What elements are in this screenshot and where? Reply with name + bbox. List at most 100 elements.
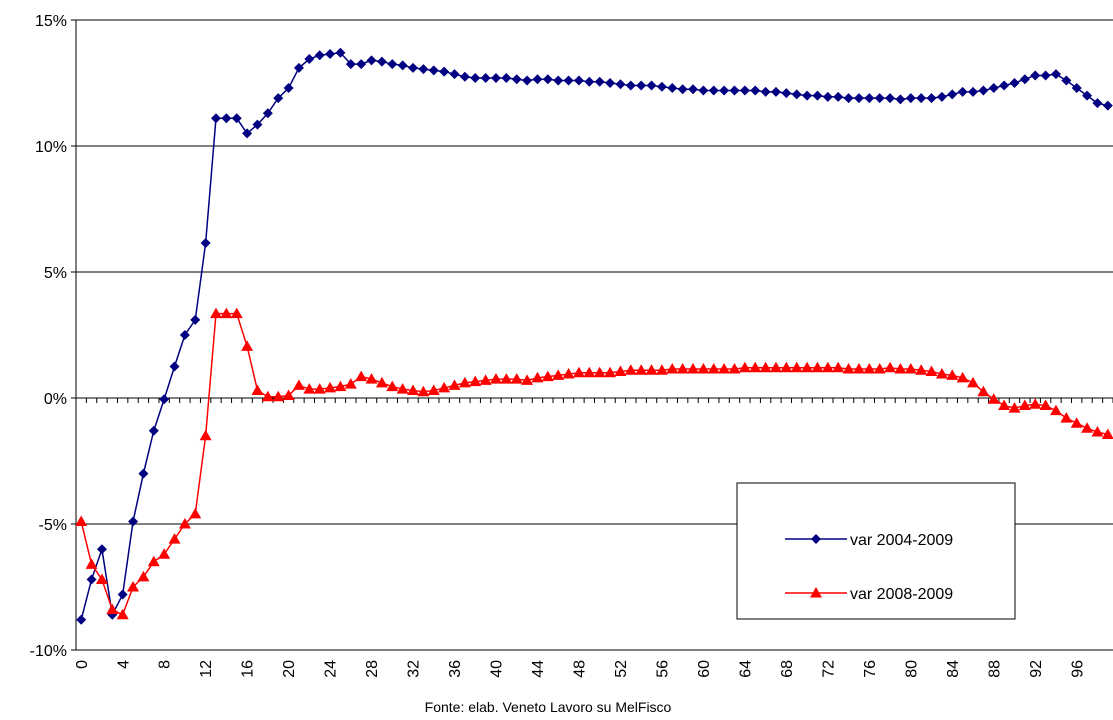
data-point xyxy=(605,78,616,88)
data-point xyxy=(304,54,315,65)
data-point xyxy=(292,379,305,390)
series-1 xyxy=(76,47,1113,625)
data-point xyxy=(821,361,834,373)
data-point xyxy=(552,369,565,380)
data-point xyxy=(500,373,513,384)
data-point xyxy=(666,363,679,374)
data-point xyxy=(1009,78,1020,88)
data-point xyxy=(1030,70,1041,81)
data-point xyxy=(261,390,274,402)
data-point xyxy=(687,363,700,374)
data-point xyxy=(190,314,201,325)
x-tick-label: 96 xyxy=(1069,660,1086,678)
data-point xyxy=(832,361,845,373)
data-point xyxy=(345,59,356,70)
data-point xyxy=(230,307,243,319)
data-point xyxy=(894,363,907,374)
data-point xyxy=(988,83,999,94)
data-point xyxy=(646,80,657,91)
data-point xyxy=(137,570,150,582)
data-point xyxy=(439,66,450,77)
x-tick-label: 20 xyxy=(281,660,298,678)
data-point xyxy=(749,361,762,373)
x-tick-label: 40 xyxy=(489,660,506,678)
data-point xyxy=(148,425,159,436)
data-point xyxy=(96,544,107,555)
data-point xyxy=(335,47,346,58)
data-point xyxy=(884,361,897,373)
data-point xyxy=(770,86,781,97)
series-line xyxy=(80,51,1108,620)
x-tick-label: 8 xyxy=(157,660,174,669)
data-point xyxy=(1040,70,1051,81)
data-point xyxy=(926,93,937,104)
data-point xyxy=(572,366,585,378)
data-point xyxy=(739,85,750,96)
source-note: Fonte: elab. Veneto Lavoro su MelFisco xyxy=(425,699,672,715)
x-tick-label: 72 xyxy=(820,660,837,678)
data-point xyxy=(293,62,304,73)
x-tick-label: 16 xyxy=(240,660,257,678)
data-point xyxy=(521,374,534,385)
data-point xyxy=(573,75,584,86)
data-point xyxy=(904,363,917,374)
data-point xyxy=(127,581,140,592)
data-point xyxy=(624,364,637,375)
data-point xyxy=(356,59,367,70)
data-point xyxy=(303,383,316,394)
data-point xyxy=(334,380,347,392)
data-point xyxy=(978,85,989,96)
data-point xyxy=(790,361,803,373)
x-tick-label: 24 xyxy=(323,660,340,678)
data-point xyxy=(522,75,533,86)
data-point xyxy=(769,361,782,373)
data-point xyxy=(375,376,388,388)
data-point xyxy=(490,72,501,83)
data-point xyxy=(407,384,420,395)
x-tick-label: 52 xyxy=(613,660,630,678)
data-point xyxy=(221,113,232,124)
x-tick-label: 56 xyxy=(655,660,672,678)
data-point xyxy=(967,376,980,388)
x-tick-label: 4 xyxy=(115,660,132,669)
x-tick-label: 68 xyxy=(779,660,796,678)
data-point xyxy=(251,384,264,395)
x-tick-label: 32 xyxy=(406,660,423,678)
data-point xyxy=(510,373,523,384)
data-point xyxy=(189,507,202,519)
y-tick-label: 10% xyxy=(35,139,67,156)
data-point xyxy=(128,516,139,527)
data-point xyxy=(418,64,429,75)
data-point xyxy=(999,80,1010,91)
data-point xyxy=(1101,428,1113,440)
data-point xyxy=(801,361,814,373)
data-point xyxy=(956,371,969,383)
data-point xyxy=(1049,404,1062,416)
data-point xyxy=(728,363,741,374)
data-point xyxy=(449,69,460,80)
legend-label: var 2004-2009 xyxy=(850,532,953,549)
data-point xyxy=(511,74,522,85)
data-point xyxy=(842,363,855,374)
x-tick-label: 44 xyxy=(530,660,547,678)
data-point xyxy=(179,330,190,340)
series-2 xyxy=(75,307,1113,620)
data-point xyxy=(977,385,990,397)
data-point xyxy=(1029,398,1042,409)
data-point xyxy=(282,389,295,400)
data-point xyxy=(252,119,263,130)
data-point xyxy=(873,363,886,374)
data-point xyxy=(635,364,648,375)
data-point xyxy=(147,555,160,567)
data-point xyxy=(1081,422,1094,433)
data-point xyxy=(583,366,596,378)
data-point xyxy=(553,75,564,86)
data-point xyxy=(645,364,658,375)
data-point xyxy=(365,373,378,384)
data-point xyxy=(396,383,409,394)
data-point xyxy=(314,50,325,61)
data-point xyxy=(1092,98,1103,109)
data-point xyxy=(75,515,88,526)
data-point xyxy=(428,65,439,76)
data-point xyxy=(915,364,928,375)
